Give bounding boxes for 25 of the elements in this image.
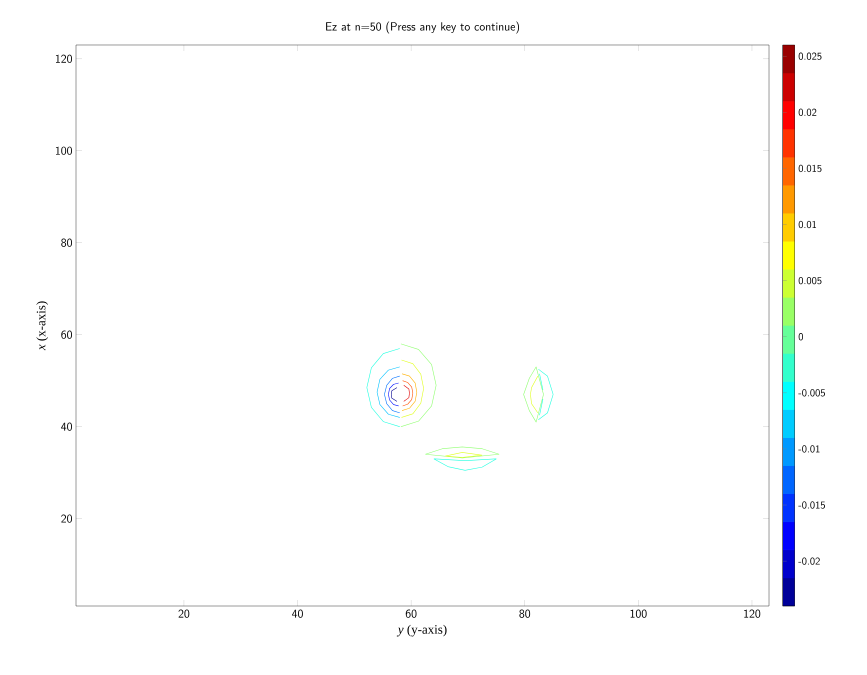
x-tick-label: 120 xyxy=(744,610,760,618)
y-tick-label: 40 xyxy=(61,422,72,431)
color-bar-label: -0.005 xyxy=(798,389,825,396)
y-tick-label: 100 xyxy=(56,146,72,155)
y-tick-label: 20 xyxy=(61,514,72,523)
color-bar-label: -0.015 xyxy=(798,501,825,509)
x-tick-label: 60 xyxy=(406,610,416,618)
x-tick-label: 100 xyxy=(630,610,647,618)
x-tick-label: 80 xyxy=(519,610,530,618)
y-tick-label: 60 xyxy=(61,330,72,339)
y-tick-label: 80 xyxy=(61,238,72,247)
color-bar-label: -0.01 xyxy=(798,445,820,453)
x-axis-title: y (y-axis) xyxy=(396,624,447,636)
color-bar-label: 0.015 xyxy=(798,164,822,172)
color-bar-label: 0.025 xyxy=(798,52,822,60)
color-bar-label: 0.02 xyxy=(798,108,816,116)
chart-title: Ez at n=50 (Press any key to continue) xyxy=(326,22,520,34)
color-bar-label: 0.01 xyxy=(798,220,816,228)
y-axis-title: x (x-axis) xyxy=(36,301,48,350)
x-tick-label: 40 xyxy=(292,610,303,618)
y-tick-label: 120 xyxy=(56,54,72,63)
color-bar-label: 0.005 xyxy=(798,276,822,284)
x-tick-label: 20 xyxy=(178,610,190,618)
color-bar-label: -0.02 xyxy=(798,557,820,565)
color-bar-label: 0 xyxy=(798,333,804,340)
